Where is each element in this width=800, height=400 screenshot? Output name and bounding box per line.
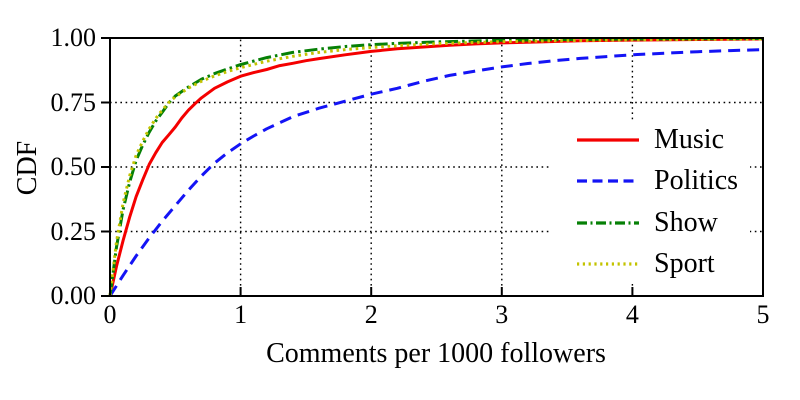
legend-item-politics: Politics <box>552 161 750 201</box>
legend-swatch-show <box>577 221 639 225</box>
plot-border <box>109 37 764 297</box>
legend: Music Politics Show Sport <box>552 120 750 284</box>
y-tick-label: 0.50 <box>50 152 97 181</box>
y-tick-label: 0.25 <box>50 216 97 246</box>
series-line-show <box>108 37 764 297</box>
legend-label-music: Music <box>654 124 724 155</box>
legend-swatch-music <box>577 138 639 142</box>
legend-label-sport: Sport <box>654 247 715 279</box>
legend-label-politics: Politics <box>654 165 739 197</box>
legend-label-show: Show <box>654 206 718 238</box>
x-tick-label: 4 <box>625 300 639 329</box>
curves <box>108 37 764 297</box>
legend-item-show: Show <box>552 203 750 243</box>
x-axis-label: Comments per 1000 followers <box>266 338 606 369</box>
x-tick-label: 0 <box>103 300 117 329</box>
y-tick-label: 0.00 <box>50 281 97 310</box>
series-line-politics <box>108 48 764 297</box>
legend-item-sport: Sport <box>552 244 750 284</box>
x-tick-label: 5 <box>756 300 770 329</box>
axis-ticks <box>101 37 764 297</box>
x-tick-label: 1 <box>234 300 248 329</box>
y-tick-label: 1.00 <box>50 23 97 52</box>
series-line-music <box>108 37 764 297</box>
y-axis-label: CDF <box>12 140 43 196</box>
x-tick-label: 3 <box>495 300 509 329</box>
legend-swatch-politics <box>577 179 639 183</box>
legend-swatch-sport <box>577 262 639 266</box>
legend-item-music: Music <box>552 120 750 160</box>
x-tick-label: 2 <box>364 300 378 329</box>
y-tick-label: 0.75 <box>50 87 97 117</box>
